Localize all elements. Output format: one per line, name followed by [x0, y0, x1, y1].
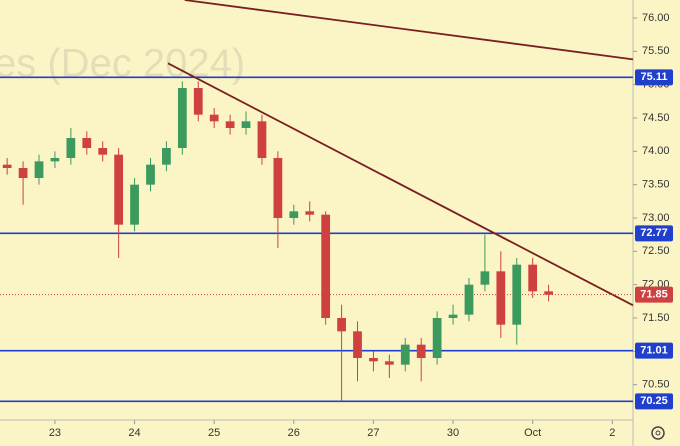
y-tick-label: 74.50 [642, 112, 670, 124]
y-tick-label: 76.00 [642, 12, 670, 24]
candle-body [544, 291, 553, 295]
candle-body [98, 148, 108, 155]
candle-body [432, 318, 442, 358]
y-tick-label: 73.00 [642, 212, 670, 224]
candle-body [225, 121, 235, 128]
price-tag [635, 69, 673, 86]
y-tick-label: 73.50 [642, 179, 670, 191]
x-tick-label: 26 [288, 427, 300, 439]
candle-body [353, 331, 362, 358]
y-tick-label: 70.50 [642, 379, 670, 391]
candle-body [146, 164, 155, 185]
candle-body [273, 158, 283, 218]
candle-body [384, 361, 394, 365]
candle-body [496, 271, 506, 325]
x-tick-label: Oct [524, 427, 541, 439]
price-tag-label: 70.25 [640, 395, 668, 407]
x-tick-label: 30 [447, 427, 459, 439]
candle-body [257, 121, 267, 158]
candle-body [177, 88, 187, 148]
candle-body [321, 214, 331, 318]
candle-body [400, 344, 410, 365]
x-tick-label: 23 [49, 427, 61, 439]
price-tag-label: 75.11 [641, 71, 668, 83]
x-tick-label: 2 [609, 427, 615, 439]
candle-body [289, 211, 299, 218]
candle-body [18, 168, 28, 178]
candle-body [369, 358, 378, 362]
price-tag-label: 71.01 [640, 345, 668, 357]
candle-body [2, 164, 12, 168]
candle-body [416, 344, 426, 358]
x-tick-label: 27 [367, 427, 379, 439]
candle-body [193, 88, 203, 115]
candle-body [241, 121, 251, 128]
candle-body [448, 314, 458, 318]
candle-body [114, 154, 124, 225]
candle-body [209, 114, 219, 122]
y-tick-label: 72.50 [642, 245, 670, 257]
candle-body [305, 211, 315, 215]
price-tag [635, 393, 673, 410]
price-tag [635, 342, 673, 359]
candle-body [480, 271, 490, 285]
candle-body [512, 264, 522, 325]
candle-body [464, 284, 474, 315]
candle-body [162, 148, 171, 165]
candle-body [50, 158, 60, 162]
y-tick-label: 75.50 [642, 45, 670, 57]
candle-body [82, 138, 92, 148]
trend-line [167, 62, 634, 307]
candle-body [528, 264, 538, 292]
candle-body [66, 138, 76, 158]
trend-line [184, 0, 634, 61]
price-tag [635, 225, 673, 242]
price-tag-label: 71.85 [640, 289, 668, 301]
y-tick-label: 74.00 [642, 145, 670, 157]
candle-body [337, 318, 346, 332]
x-tick-label: 25 [208, 427, 220, 439]
x-tick-label: 24 [128, 427, 140, 439]
candle-body [34, 161, 44, 178]
price-tag-label: 72.77 [640, 227, 668, 239]
price-tag [635, 286, 673, 303]
settings-icon[interactable] [651, 426, 665, 440]
watermark: es (Dec 2024) [0, 42, 245, 86]
y-tick-label: 71.50 [642, 312, 670, 324]
candle-body [130, 184, 139, 225]
